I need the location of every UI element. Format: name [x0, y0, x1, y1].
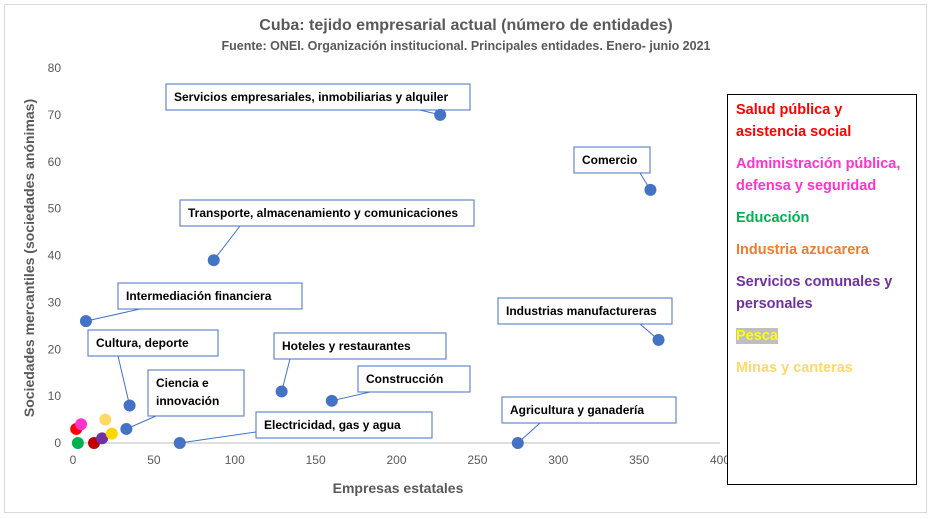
callout-box	[497, 297, 673, 325]
callout-box	[87, 329, 219, 357]
x-tick-label: 300	[548, 453, 568, 467]
y-tick-label: 70	[48, 108, 62, 122]
callout-leader	[331, 391, 371, 402]
callout-box	[117, 282, 303, 310]
data-point	[79, 315, 92, 328]
callout-label: Hoteles y restaurantes	[282, 339, 411, 353]
data-point	[644, 183, 657, 196]
legend-entry-label: Pesca	[736, 328, 778, 344]
data-point	[75, 418, 88, 431]
callout-box	[357, 365, 471, 393]
callout-label: Electricidad, gas y agua	[264, 418, 401, 432]
callout-box	[179, 199, 475, 227]
x-tick-label: 150	[306, 453, 326, 467]
legend-entry: Educación	[736, 210, 810, 226]
data-point	[99, 413, 112, 426]
y-tick-label: 0	[54, 436, 61, 450]
x-axis-title: Empresas estatales	[333, 480, 464, 496]
callout-label: Construcción	[366, 372, 443, 386]
data-point	[105, 427, 118, 440]
y-tick-label: 80	[48, 61, 62, 75]
callout-label-line: Ciencia e	[156, 376, 209, 390]
data-point	[511, 437, 524, 449]
y-tick-label: 50	[48, 202, 62, 216]
legend-entry: Industria azucarera	[736, 242, 869, 258]
data-point	[71, 437, 84, 449]
callout-box	[255, 411, 433, 439]
callout-box	[165, 83, 471, 111]
callout-box	[573, 146, 651, 174]
chart-subtitle: Fuente: ONEI. Organización institucional…	[222, 39, 711, 53]
y-tick-label: 40	[48, 249, 62, 263]
callout-label: Transporte, almacenamiento y comunicacio…	[188, 206, 458, 220]
data-point	[434, 108, 447, 121]
x-tick-label: 200	[386, 453, 406, 467]
data-point	[120, 422, 133, 435]
x-tick-label: 0	[70, 453, 77, 467]
x-tick-label: 250	[467, 453, 487, 467]
callout-label: Intermediación financiera	[126, 289, 272, 303]
callout-leader	[179, 431, 257, 444]
y-tick-label: 10	[48, 389, 62, 403]
legend-entry: Salud pública y asistencia social	[736, 102, 852, 140]
callout-box	[147, 369, 245, 417]
callout-box	[273, 332, 447, 360]
y-tick-label: 20	[48, 342, 62, 356]
data-point	[325, 394, 338, 407]
data-point	[173, 437, 186, 449]
legend-entry: Minas y canteras	[736, 360, 853, 376]
legend-entry: Pesca	[736, 325, 908, 347]
y-tick-label: 30	[48, 295, 62, 309]
legend-entry: Administración pública, defensa y seguri…	[736, 156, 901, 194]
y-axis-title: Sociedades mercantiles (sociedades anóni…	[21, 99, 37, 417]
chart-title: Cuba: tejido empresarial actual (número …	[259, 17, 672, 34]
callout-leader	[85, 308, 141, 322]
callout-label: Servicios empresariales, inmobiliarias y…	[174, 90, 448, 104]
callout-label: Comercio	[582, 153, 637, 167]
callout-label: Agricultura y ganadería	[510, 403, 644, 417]
data-point	[275, 385, 288, 398]
callout-leader	[117, 355, 131, 406]
x-tick-label: 350	[629, 453, 649, 467]
legend-entry: Servicios comunales y personales	[736, 274, 893, 312]
x-tick-label: 100	[225, 453, 245, 467]
x-tick-label: 400	[710, 453, 730, 467]
callout-label-line: innovación	[156, 394, 219, 408]
callout-label: Cultura, deporte	[96, 336, 189, 350]
data-point	[652, 333, 665, 346]
y-tick-label: 60	[48, 155, 62, 169]
data-point	[207, 254, 220, 267]
callout-leader	[213, 225, 241, 261]
data-point	[96, 432, 109, 445]
callout-label: Industrias manufactureras	[506, 304, 657, 318]
callout-box	[501, 396, 677, 424]
legend: Salud pública y asistencia social Adminis…	[727, 94, 917, 485]
x-tick-label: 50	[147, 453, 161, 467]
data-point	[123, 399, 136, 412]
